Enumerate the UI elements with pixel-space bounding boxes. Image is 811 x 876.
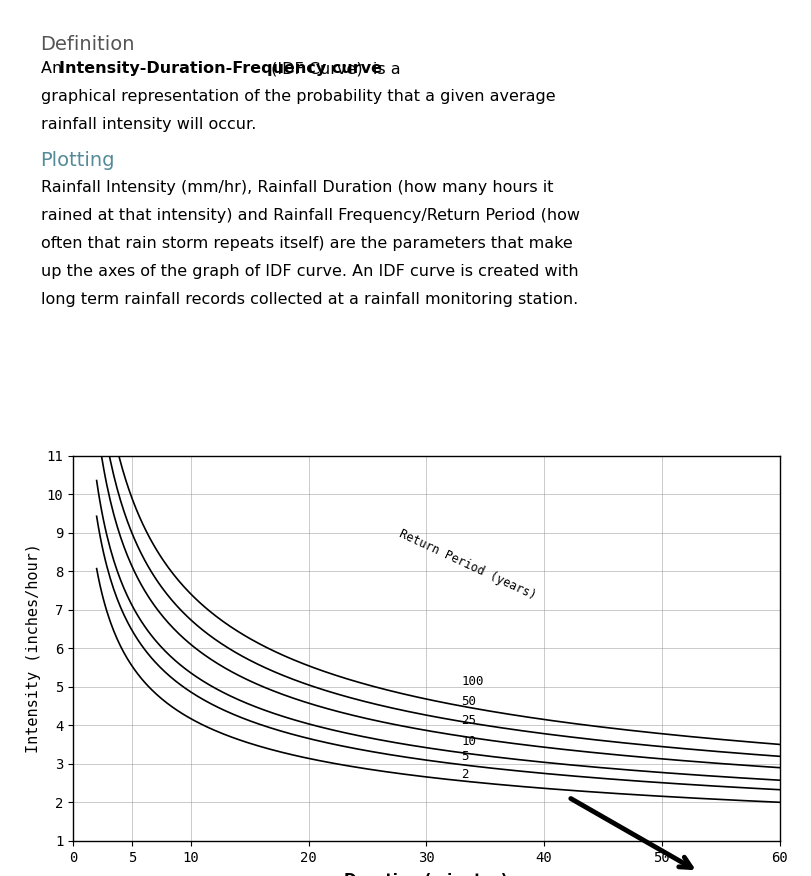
Text: 5: 5	[461, 750, 469, 763]
Text: An: An	[41, 61, 67, 76]
Text: rainfall intensity will occur.: rainfall intensity will occur.	[41, 117, 255, 132]
X-axis label: Duration (minutes): Duration (minutes)	[344, 873, 508, 876]
Text: Return Period (years): Return Period (years)	[397, 527, 538, 602]
Text: 25: 25	[461, 714, 476, 727]
Text: 2: 2	[461, 767, 469, 781]
Text: Rainfall Intensity (mm/hr), Rainfall Duration (how many hours it: Rainfall Intensity (mm/hr), Rainfall Dur…	[41, 180, 552, 194]
Text: Definition: Definition	[41, 35, 135, 54]
Y-axis label: Intensity (inches/hour): Intensity (inches/hour)	[26, 543, 41, 753]
Text: long term rainfall records collected at a rainfall monitoring station.: long term rainfall records collected at …	[41, 292, 577, 307]
Text: graphical representation of the probability that a given average: graphical representation of the probabil…	[41, 89, 555, 104]
Text: 10: 10	[461, 735, 476, 748]
Text: Intensity-Duration-Frequency curve: Intensity-Duration-Frequency curve	[59, 61, 381, 76]
Text: (IDF Curve)  is a: (IDF Curve) is a	[266, 61, 400, 76]
Text: rained at that intensity) and Rainfall Frequency/Return Period (how: rained at that intensity) and Rainfall F…	[41, 208, 579, 223]
Text: 50: 50	[461, 695, 476, 708]
Text: up the axes of the graph of IDF curve. An IDF curve is created with: up the axes of the graph of IDF curve. A…	[41, 264, 577, 279]
Text: 100: 100	[461, 675, 483, 688]
Text: Plotting: Plotting	[41, 151, 115, 170]
Text: often that rain storm repeats itself) are the parameters that make: often that rain storm repeats itself) ar…	[41, 236, 572, 251]
